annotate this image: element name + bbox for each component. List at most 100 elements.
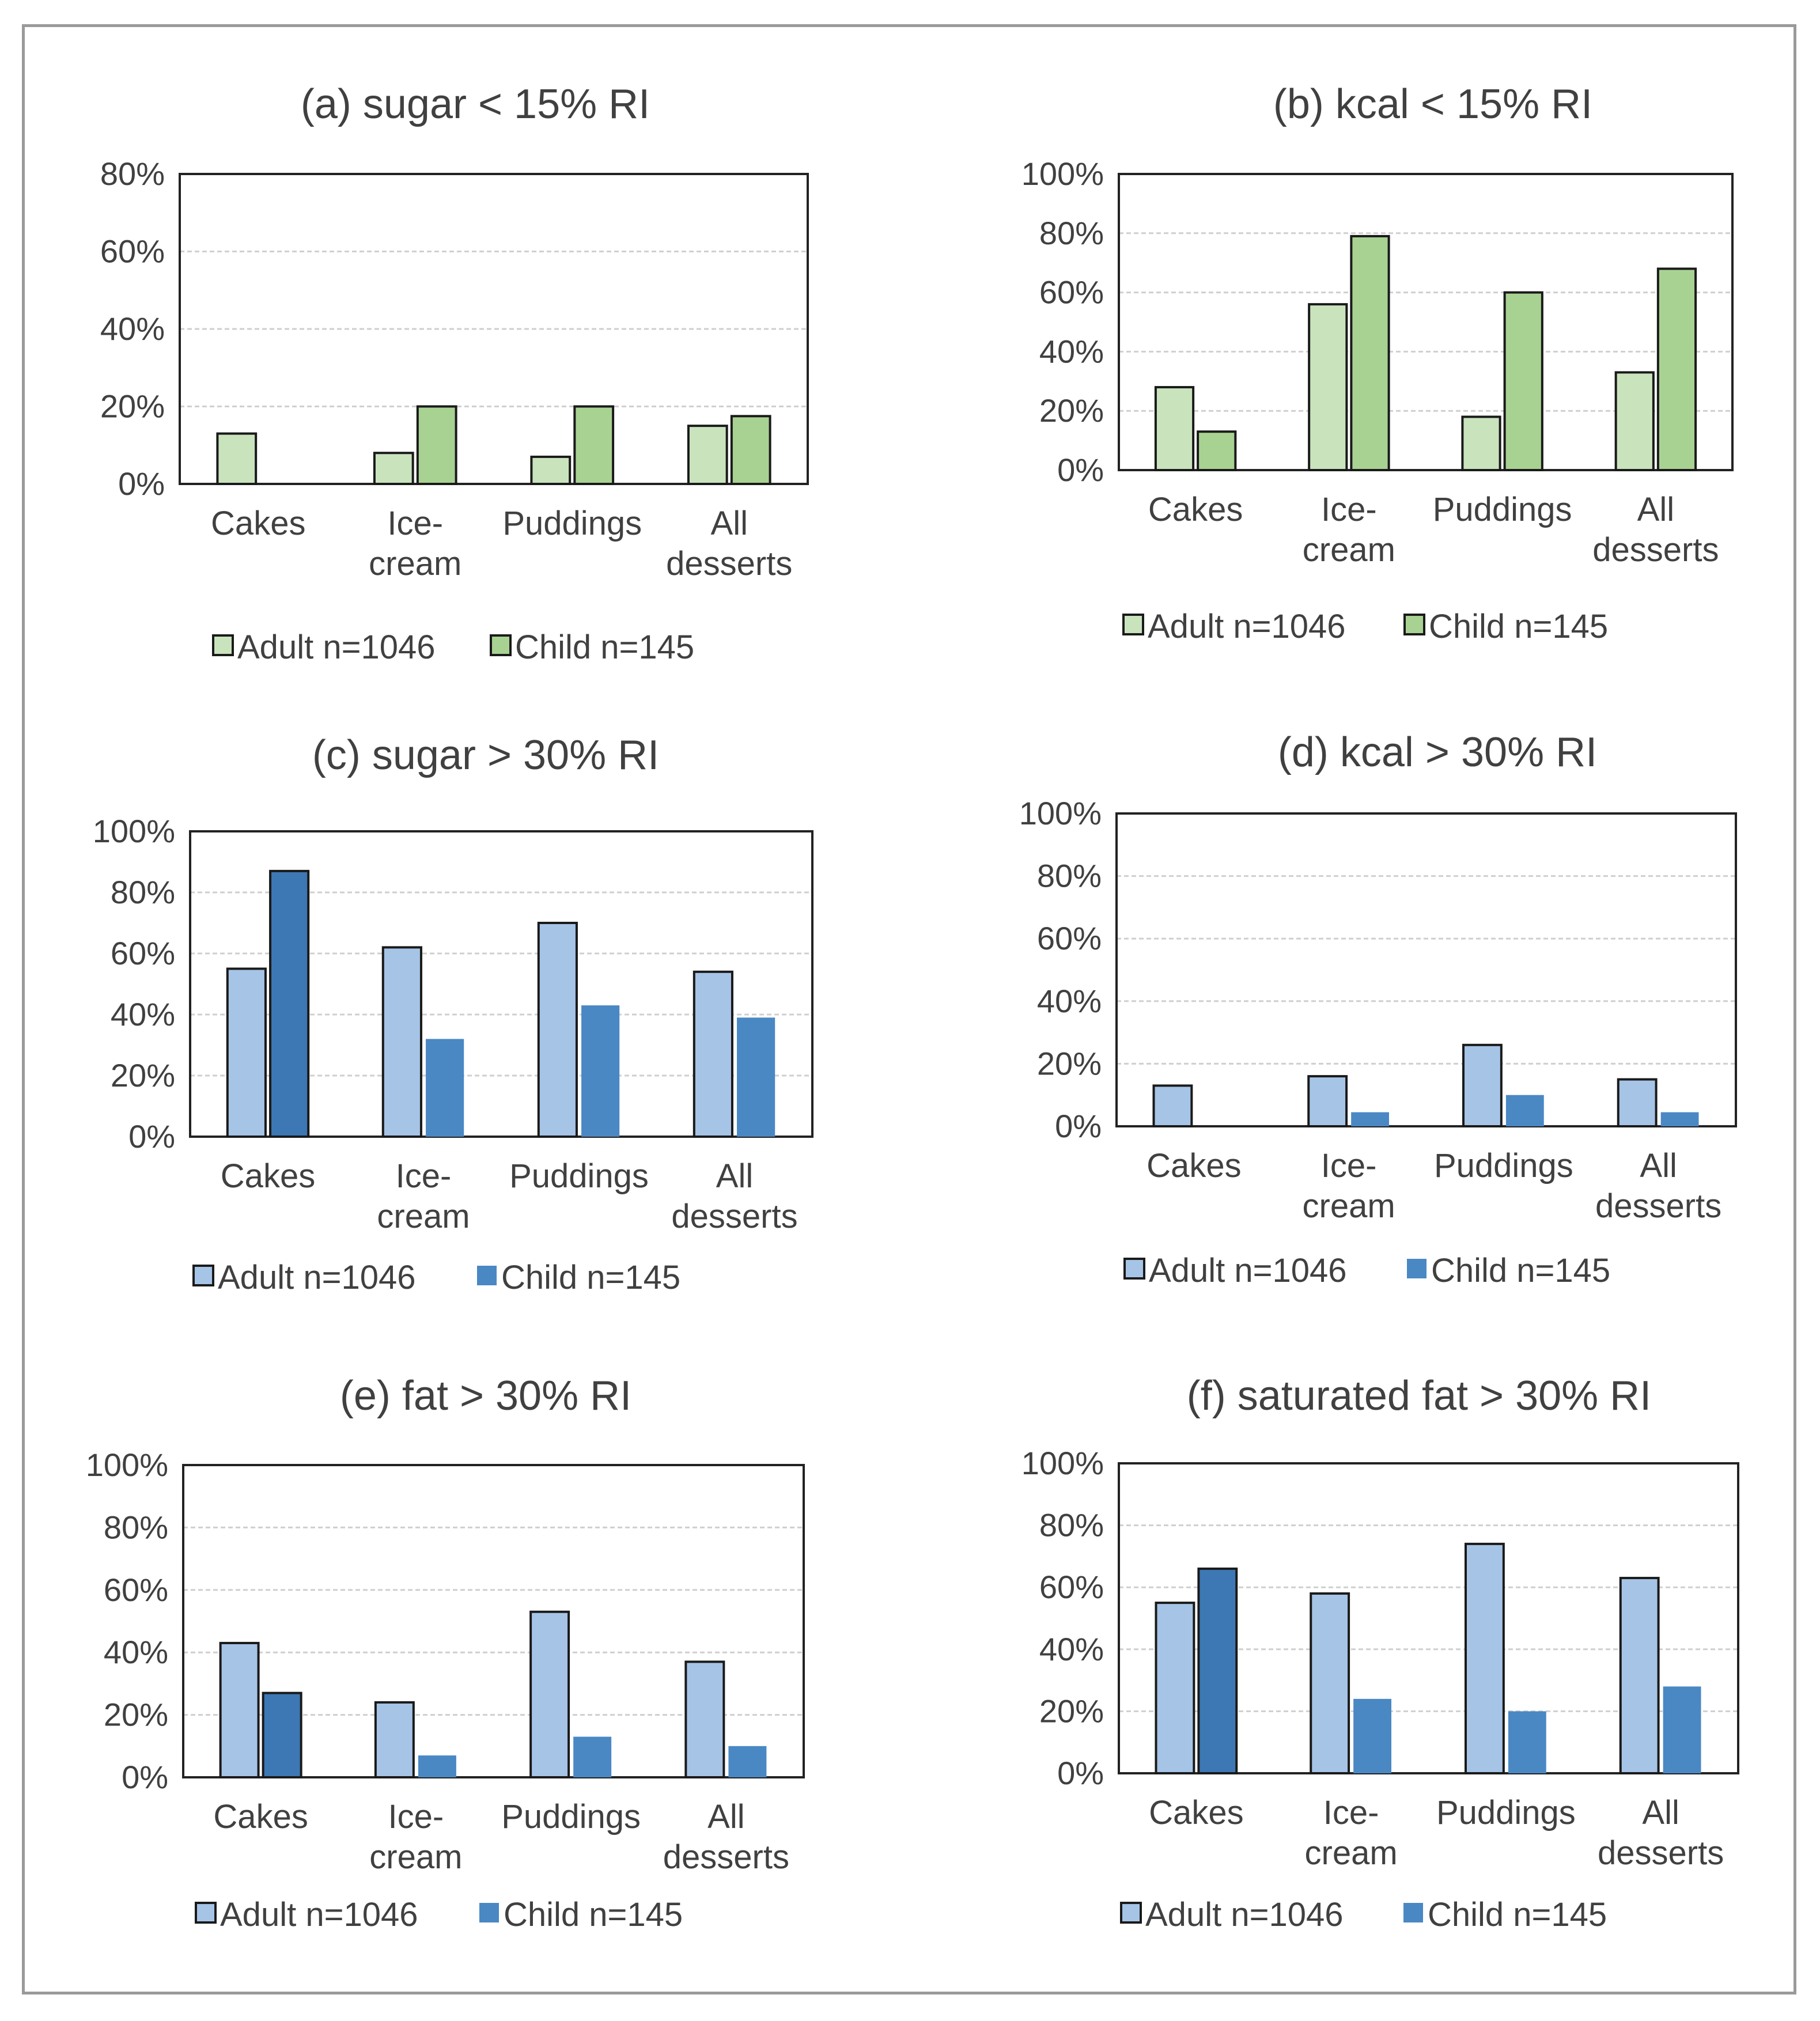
x-tick-label: Puddings [1434,1147,1573,1184]
x-tick-label: Ice- [1321,1147,1377,1184]
y-tick-label: 40% [104,1634,168,1670]
bar-child [1656,267,1697,471]
bar-child [418,1755,456,1777]
bar-child [269,869,310,1138]
bar-adult [373,452,414,486]
y-tick-label: 0% [122,1759,168,1795]
y-tick-label: 80% [100,156,165,192]
bar-child [581,1005,620,1137]
y-tick-label: 40% [1039,333,1104,369]
y-tick-label: 80% [1039,215,1104,251]
chart-title: (f) saturated fat > 30% RI [1187,1373,1651,1419]
bar-adult [1461,415,1501,471]
y-tick-label: 60% [100,233,165,270]
bar-child [1197,1567,1238,1774]
x-tick-label: Puddings [1436,1794,1576,1831]
chart-title: (c) sugar > 30% RI [312,732,659,778]
legend-swatch-child [1403,614,1425,635]
x-tick-label: All [707,1798,744,1835]
y-tick-label: 40% [100,311,165,347]
legend-label: Child n=145 [515,629,694,666]
y-tick-label: 0% [1055,1108,1102,1144]
bar-adult [219,1641,260,1778]
legend-label: Adult n=1046 [237,629,435,666]
y-tick-label: 60% [1039,1569,1104,1605]
y-tick-label: 0% [128,1118,175,1155]
y-tick-label: 0% [1057,452,1104,488]
legend-label: Adult n=1046 [218,1259,415,1296]
legend-swatch-adult [1122,614,1144,635]
bar-adult [216,432,258,486]
bar-child [728,1746,767,1777]
x-tick-label: cream [1303,531,1395,569]
y-tick-label: 80% [1039,1507,1104,1543]
x-tick-label: desserts [671,1198,797,1235]
bar-adult [684,1660,725,1778]
x-tick-label: cream [377,1198,470,1235]
bar-child [573,1736,612,1777]
legend-label: Child n=145 [1429,608,1608,645]
legend-label: Adult n=1046 [220,1896,418,1933]
bar-adult [1617,1078,1658,1128]
bar-child [1350,234,1390,471]
legend-label: Child n=145 [504,1896,683,1933]
legend-swatch-child [1407,1259,1427,1278]
chart-a: (a) sugar < 15% RI 0% 20% 40% 60% 80% Cakes Ice… [100,81,809,666]
bar-child [416,405,457,485]
legend-label: Adult n=1046 [1145,1896,1343,1933]
x-tick-label: desserts [666,545,792,582]
bar-adult [537,922,578,1138]
bar-child [730,415,771,485]
x-tick-label: Ice- [387,505,443,542]
x-tick-label: desserts [1598,1834,1724,1872]
bar-adult [1310,1592,1350,1774]
bar-child [1353,1698,1391,1773]
x-tick-label: Cakes [211,505,305,542]
bar-adult [1308,303,1348,471]
bar-adult [1152,1084,1193,1128]
x-tick-label: Ice- [396,1157,452,1195]
bar-adult [226,967,267,1138]
bar-adult [374,1701,415,1778]
bar-child [1351,1112,1389,1126]
chart-c: (c) sugar > 30% RI 0% 20% 40% 60% 80% 100% Cake… [93,732,813,1296]
y-tick-label: 40% [1037,983,1102,1019]
x-tick-label: Ice- [388,1798,444,1835]
x-tick-label: Puddings [509,1157,649,1195]
legend-swatch-adult [1120,1902,1142,1924]
legend-swatch-adult [195,1902,217,1924]
plot-area [1118,1462,1739,1774]
bar-adult [693,970,733,1138]
bar-adult [1307,1075,1348,1127]
legend-swatch-adult [192,1265,214,1286]
y-tick-label: 100% [1021,1445,1104,1481]
x-tick-label: Cakes [221,1157,315,1195]
x-tick-label: desserts [1595,1187,1721,1225]
y-tick-label: 40% [1039,1631,1104,1667]
y-tick-label: 80% [111,874,175,910]
bar-adult [381,946,422,1138]
y-tick-label: 100% [93,813,175,849]
x-tick-label: All [1637,491,1674,528]
legend-label: Child n=145 [1428,1896,1607,1933]
bar-child [737,1017,775,1137]
x-tick-label: Puddings [1433,491,1572,528]
y-tick-label: 0% [1057,1755,1104,1791]
bar-adult [1155,1602,1195,1775]
chart-f: (f) saturated fat > 30% RI 0% 20% 40% 60% 80%… [1021,1373,1739,1933]
x-tick-label: cream [1303,1187,1395,1225]
bar-child [1508,1711,1546,1773]
bar-adult [529,1610,570,1778]
bar-adult [1154,386,1195,472]
chart-title: (d) kcal > 30% RI [1278,729,1597,775]
y-tick-label: 60% [104,1572,168,1608]
legend-swatch-child [490,634,512,656]
plot-area [1118,173,1734,471]
bar-adult [1614,371,1655,471]
y-tick-label: 20% [1039,392,1104,429]
x-tick-label: cream [1305,1834,1398,1872]
y-tick-label: 60% [1039,274,1104,311]
bar-child [1505,1095,1544,1126]
x-tick-label: cream [369,545,461,582]
